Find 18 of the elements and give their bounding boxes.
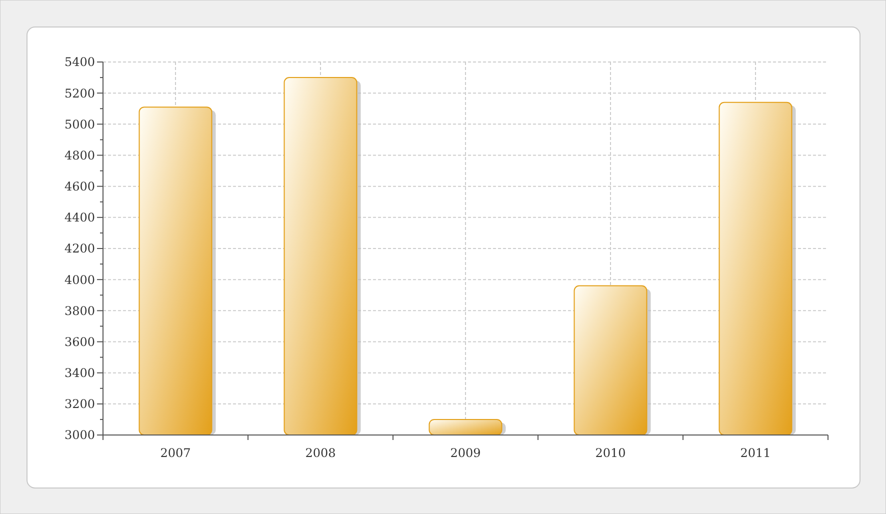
- x-tick-label: 2010: [595, 446, 626, 460]
- x-tick-label: 2009: [450, 446, 481, 460]
- y-tick-label: 5200: [64, 86, 95, 100]
- y-tick-label: 3200: [64, 397, 95, 412]
- y-tick-label: 3600: [64, 334, 95, 349]
- x-tick-label: 2007: [160, 446, 191, 460]
- y-tick-label: 3400: [64, 366, 95, 380]
- x-tick-label: 2011: [740, 446, 771, 460]
- y-tick-label: 4200: [64, 242, 95, 256]
- y-tick-label: 3000: [64, 428, 95, 442]
- y-tick-label: 4800: [64, 148, 95, 162]
- y-tick-label: 4000: [64, 272, 95, 287]
- y-tick-label: 4600: [64, 180, 95, 194]
- x-tick-label: 2008: [305, 446, 336, 460]
- y-tick-label: 4400: [64, 210, 95, 225]
- y-tick-label: 5000: [64, 117, 95, 132]
- y-tick-label: 5400: [64, 55, 95, 70]
- y-tick-label: 3800: [64, 304, 95, 318]
